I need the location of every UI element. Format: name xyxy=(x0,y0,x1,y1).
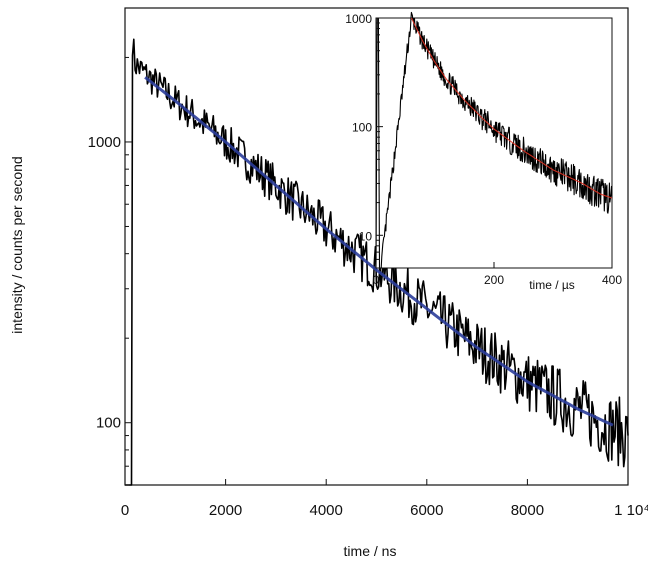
x-axis-title: time / ns xyxy=(344,543,397,559)
main-fit-series-line xyxy=(144,76,614,427)
main-x-tick-label: 6000 xyxy=(410,502,443,519)
inset-x-axis-title: time / µs xyxy=(529,278,575,292)
main-x-tick-label: 1 10⁴ xyxy=(614,502,648,519)
inset-plot-marks xyxy=(375,11,613,269)
inset-x-tick-label: 400 xyxy=(602,273,622,287)
main-data-series-line xyxy=(125,38,629,486)
inset-y-tick-label: 10 xyxy=(359,229,373,243)
main-plot-marks xyxy=(125,38,629,486)
inset-plot-area xyxy=(375,17,613,269)
inset-axes: 0 200 400 10 100 1000 xyxy=(345,12,622,287)
inset-x-tick-label: 200 xyxy=(484,273,504,287)
inset-y-tick-label: 1000 xyxy=(345,12,372,26)
inset-y-tick-label: 100 xyxy=(352,121,372,135)
main-y-tick-label: 100 xyxy=(96,415,121,432)
main-x-tick-label: 4000 xyxy=(310,502,343,519)
y-axis-title: intensity / counts per second xyxy=(9,156,25,333)
inset-x-tick-label: 0 xyxy=(373,273,380,287)
main-x-tick-label: 2000 xyxy=(209,502,242,519)
inset-fit-series-line xyxy=(410,17,613,199)
main-y-tick-label: 1000 xyxy=(88,134,121,151)
main-x-tick-label: 0 xyxy=(121,502,129,519)
main-x-tick-label: 8000 xyxy=(511,502,544,519)
inset-data-series-line xyxy=(375,11,613,269)
